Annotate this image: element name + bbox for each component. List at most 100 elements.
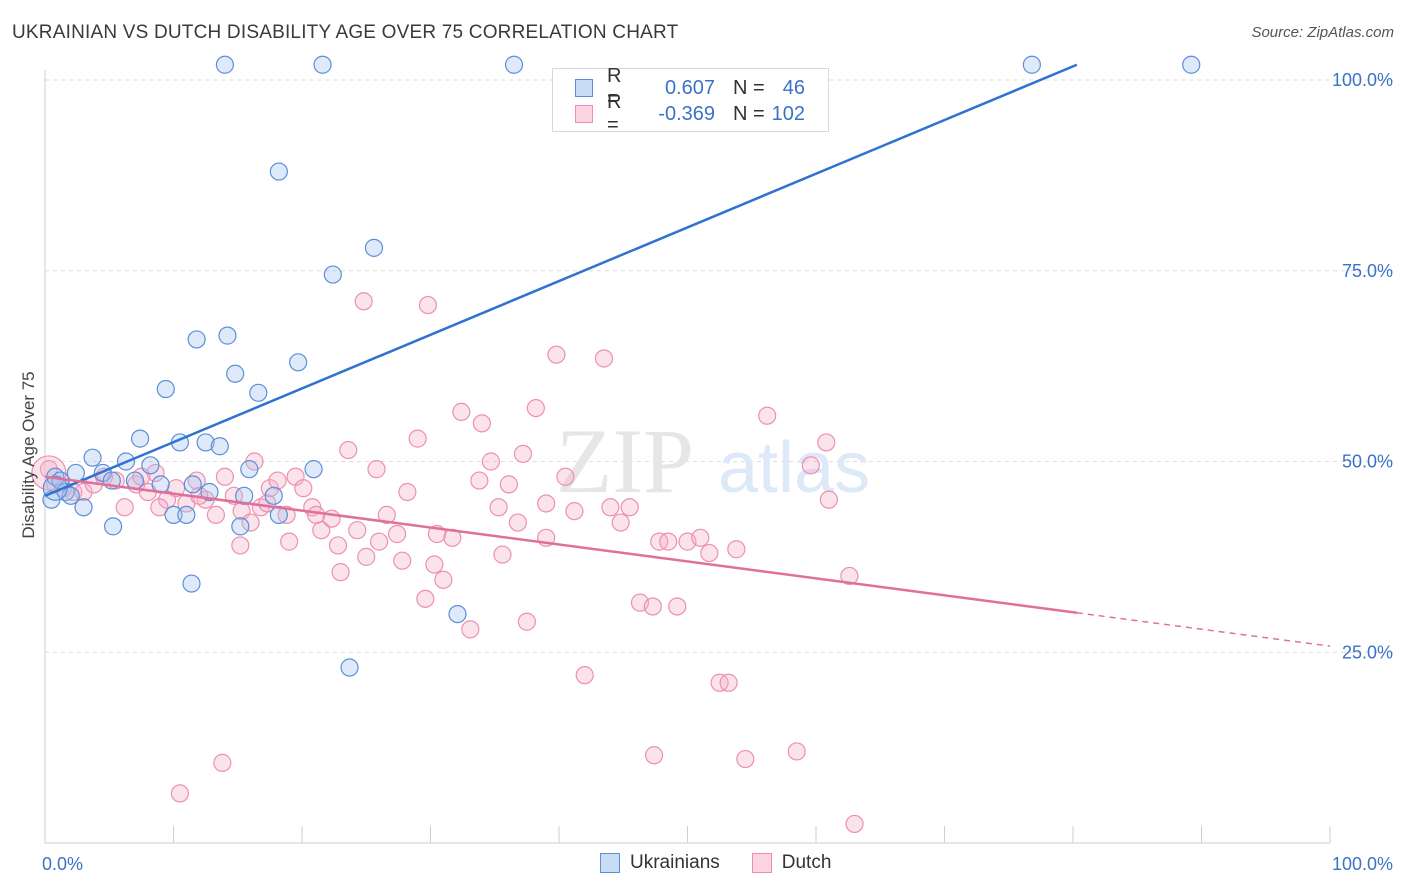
legend-r-value: -0.369 — [658, 102, 715, 125]
dutch-point — [517, 612, 536, 631]
dutch-point — [481, 452, 500, 471]
ukrainian-trend-line — [44, 63, 1078, 497]
series-legend-ukrainians[interactable]: Ukrainians — [600, 852, 720, 874]
dutch-point — [206, 505, 226, 525]
source-label: Source: ZipAtlas.com — [1251, 24, 1394, 41]
dutch-point — [727, 540, 746, 559]
legend-swatch-dutch — [575, 105, 593, 123]
dutch-point — [489, 498, 508, 517]
dutch-swatch — [751, 853, 772, 873]
dutch-point — [556, 467, 575, 486]
dutch-point — [787, 742, 806, 761]
dutch-point — [416, 589, 435, 608]
dutch-label: Dutch — [781, 852, 832, 873]
dutch-point — [280, 532, 299, 551]
ukrainian-point — [1182, 55, 1201, 74]
dutch-point — [408, 429, 427, 448]
ukrainian-point — [323, 265, 342, 284]
dutch-point — [370, 532, 389, 551]
y-tick-label: 50.0% — [1342, 452, 1393, 472]
dutch-point — [643, 597, 662, 616]
legend-row-ukrainians: R = 0.607 N = 46 — [575, 65, 805, 110]
dutch-point — [668, 597, 687, 616]
dutch-point — [758, 406, 777, 425]
dutch-trend-line-extension — [1076, 612, 1331, 647]
ukrainian-point — [231, 517, 250, 536]
dutch-point — [150, 498, 169, 517]
ukrainian-point — [177, 505, 196, 525]
series-legend: Ukrainians Dutch — [600, 852, 863, 874]
ukrainian-point — [164, 505, 183, 525]
series-legend-dutch[interactable]: Dutch — [751, 852, 832, 874]
dutch-point — [339, 440, 358, 460]
dutch-point — [231, 536, 250, 555]
ukrainian-point — [74, 498, 93, 517]
dutch-point — [367, 460, 386, 479]
dutch-point — [644, 746, 664, 765]
dutch-point — [331, 563, 350, 582]
ukrainian-point — [226, 364, 245, 383]
legend-r-label: R = — [607, 65, 622, 110]
tick-labels: 25.0% 50.0% 75.0% 100.0% 0.0% 100.0% — [42, 70, 1393, 874]
dutch-point — [565, 501, 584, 521]
ukrainians-label: Ukrainians — [630, 852, 720, 873]
dutch-point — [819, 490, 838, 509]
ukrainian-point — [264, 486, 283, 505]
dutch-point — [817, 433, 836, 452]
dutch-point — [115, 498, 134, 517]
dutch-point — [594, 349, 614, 368]
ukrainians-swatch — [600, 853, 620, 873]
ukrainian-point — [156, 379, 175, 399]
y-tick-label: 25.0% — [1342, 642, 1393, 662]
ukrainian-point — [504, 55, 524, 74]
dutch-point — [357, 547, 376, 566]
dutch-point — [845, 814, 864, 834]
dutch-points — [31, 292, 864, 834]
dutch-point — [513, 444, 533, 463]
dutch-point — [215, 467, 234, 486]
dutch-point — [499, 475, 518, 494]
dutch-point — [294, 479, 313, 498]
legend-r-value: 0.607 — [664, 76, 715, 99]
dutch-trend-line — [44, 475, 1078, 615]
y-tick-label: 75.0% — [1342, 261, 1393, 281]
dutch-point — [472, 414, 491, 433]
dutch-point — [398, 482, 417, 502]
ukrainian-point — [364, 238, 384, 257]
dutch-point — [268, 471, 287, 490]
dutch-point — [611, 513, 630, 532]
ukrainian-point — [196, 433, 215, 452]
ukrainian-point — [130, 429, 150, 448]
dutch-point — [277, 505, 296, 525]
legend-n-value: 102 — [771, 102, 805, 125]
legend-n-value: 46 — [782, 76, 805, 99]
legend-n-label: N = — [733, 102, 765, 125]
legend-n-label: N = — [733, 76, 765, 99]
ukrainian-point — [340, 658, 359, 677]
dutch-point — [452, 402, 471, 422]
dutch-point — [425, 555, 444, 574]
legend-row-dutch: R = -0.369 N = 102 — [575, 91, 805, 136]
dutch-point — [659, 532, 678, 551]
ukrainian-point — [200, 482, 219, 502]
watermark-atlas: atlas — [718, 428, 870, 508]
dutch-point — [354, 292, 373, 311]
x-tick-label: 100.0% — [1332, 854, 1393, 874]
dutch-point — [328, 536, 348, 555]
ukrainian-point — [182, 574, 201, 593]
dutch-point — [493, 545, 512, 564]
dutch-point — [387, 524, 407, 544]
ukrainian-point — [249, 383, 268, 402]
dutch-point — [700, 543, 719, 563]
ukrainian-points — [42, 55, 1201, 677]
dutch-point — [418, 295, 438, 315]
legend-swatch-ukrainians — [575, 79, 593, 97]
ukrainian-point — [1022, 55, 1041, 74]
ukrainian-point — [141, 456, 160, 475]
y-axis-label: Disability Age Over 75 — [19, 371, 38, 538]
dutch-point — [241, 513, 260, 532]
ukrainian-point — [289, 353, 308, 372]
dutch-point — [620, 498, 639, 517]
ukrainian-point — [83, 448, 102, 467]
